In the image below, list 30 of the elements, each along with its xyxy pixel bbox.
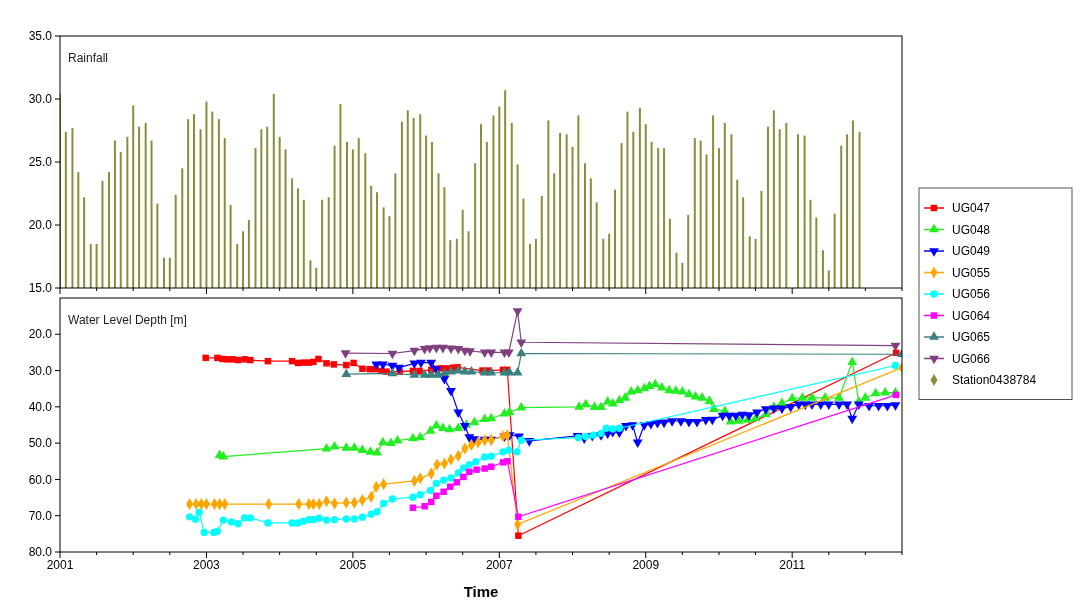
legend-label: UG065 xyxy=(952,330,991,345)
x-tick-label: 2001 xyxy=(46,558,74,572)
legend-label: Station0438784 xyxy=(952,373,1037,388)
legend-label: UG064 xyxy=(952,308,991,323)
y-tick-label: 50.0 xyxy=(28,436,53,451)
x-tick-label: 2011 xyxy=(779,558,806,572)
y-axis-title: Rainfall xyxy=(68,51,109,65)
y-tick-label: 20.0 xyxy=(28,218,53,233)
y-tick-label: 25.0 xyxy=(28,155,53,170)
y-tick-label: 30.0 xyxy=(28,92,53,107)
legend-label: UG049 xyxy=(952,244,991,259)
y-tick-label: 80.0 xyxy=(28,545,53,560)
y-tick-label: 35.0 xyxy=(28,29,53,44)
y-tick-label: 70.0 xyxy=(28,508,53,523)
x-axis-title: Time xyxy=(463,583,499,600)
x-tick-label: 2003 xyxy=(193,558,221,572)
x-tick-label: 2007 xyxy=(485,558,513,572)
legend-label: UG047 xyxy=(952,201,991,216)
legend-label: UG048 xyxy=(952,222,991,237)
y-tick-label: 40.0 xyxy=(28,400,53,415)
y-tick-label: 30.0 xyxy=(28,363,53,378)
y-tick-label: 60.0 xyxy=(28,472,53,487)
y-tick-label: 20.0 xyxy=(28,327,53,342)
legend-label: UG056 xyxy=(952,287,991,302)
y-axis-title: Water Level Depth [m] xyxy=(68,313,187,327)
legend-label: UG055 xyxy=(952,265,991,280)
legend-label: UG066 xyxy=(952,351,991,366)
y-tick-label: 15.0 xyxy=(28,281,53,296)
x-tick-label: 2009 xyxy=(632,558,660,572)
x-tick-label: 2005 xyxy=(339,558,367,572)
